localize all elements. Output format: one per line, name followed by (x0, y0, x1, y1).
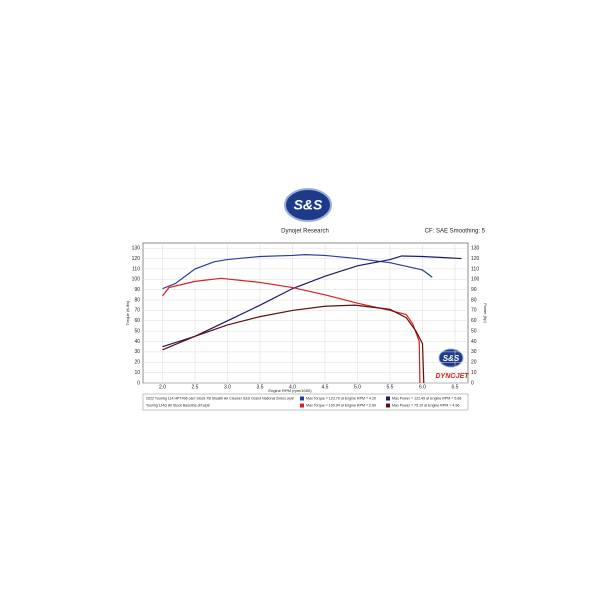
y2-tick-label: 100 (471, 277, 480, 283)
y-tick-label: 0 (137, 380, 140, 386)
y-tick-label: 110 (132, 266, 140, 272)
x-tick-label: 4.0 (289, 384, 296, 390)
legend-run: 2022 Touring 114 HPT496 cam Stock TB Ste… (146, 396, 294, 400)
legend-swatch (386, 403, 390, 408)
x-tick-label: 4.5 (322, 384, 329, 390)
legend-power: Max Power = 122.49 at Engine RPM = 5.68 (392, 396, 461, 400)
legend-torque: Max Torque = 100.94 at Engine RPM = 2.90 (306, 403, 376, 407)
y2-tick-label: 80 (471, 297, 477, 303)
y-tick-label: 20 (134, 360, 140, 366)
y2-tick-label: 30 (471, 349, 477, 355)
legend-run: Touring 114ci All Stock Baseline.drf.wp8 (146, 403, 209, 407)
x-tick-label: 5.5 (387, 384, 394, 390)
y-tick-label: 90 (134, 287, 140, 293)
logo: S&S (294, 197, 323, 213)
y2-tick-label: 10 (471, 370, 477, 376)
y2-tick-label: 50 (471, 328, 477, 334)
brand-logo: DYNOJET (435, 373, 469, 380)
curve (162, 304, 425, 384)
x-tick-label: 6.5 (452, 384, 459, 390)
x-tick-label: 3.5 (257, 384, 264, 390)
y-tick-label: 40 (134, 339, 140, 345)
legend-torque: Max Torque = 123.79 at Engine RPM = 4.20 (306, 396, 376, 400)
y-tick-label: 50 (134, 328, 140, 334)
chart-title: Dynojet Research (281, 229, 329, 235)
y2-tick-label: 70 (471, 308, 477, 314)
y2-tick-label: 90 (471, 287, 477, 293)
y-tick-label: 60 (134, 318, 140, 324)
legend-power: Max Power = 75.10 at Engine RPM = 4.96 (392, 403, 459, 407)
chart-subtitle: CF: SAE Smoothing: 5 (425, 229, 486, 235)
y2-tick-label: 40 (471, 339, 477, 345)
x-axis-label: Engine RPM (rpm/1000) (268, 388, 312, 393)
x-tick-label: 3.0 (224, 384, 231, 390)
x-tick-label: 2.0 (159, 384, 166, 390)
y2-tick-label: 130 (471, 246, 480, 252)
curve (162, 255, 462, 348)
x-tick-label: 5.0 (354, 384, 361, 390)
y-tick-label: 100 (132, 277, 141, 283)
y-tick-label: 30 (134, 349, 140, 355)
y-tick-label: 120 (132, 256, 141, 262)
logo-badge (284, 188, 332, 222)
y-tick-label: 70 (134, 308, 140, 314)
y2-axis-label: Power (hp) (483, 303, 488, 323)
legend-swatch (300, 396, 304, 401)
curve (162, 277, 421, 384)
y2-tick-label: 60 (471, 318, 477, 324)
y2-tick-label: 20 (471, 360, 477, 366)
y-axis-label: Torque (ft-lbs) (125, 300, 130, 325)
y2-tick-label: 0 (471, 380, 474, 386)
y2-tick-label: 110 (471, 266, 479, 272)
y-tick-label: 10 (134, 370, 140, 376)
y2-tick-label: 120 (471, 256, 480, 262)
legend-swatch (386, 396, 390, 401)
x-tick-label: 2.5 (192, 384, 199, 390)
y-tick-label: 80 (134, 297, 140, 303)
logo-small: S&S (443, 354, 460, 363)
x-tick-label: 6.0 (419, 384, 426, 390)
curve (162, 254, 433, 290)
legend-swatch (300, 403, 304, 408)
y-tick-label: 130 (132, 246, 141, 252)
